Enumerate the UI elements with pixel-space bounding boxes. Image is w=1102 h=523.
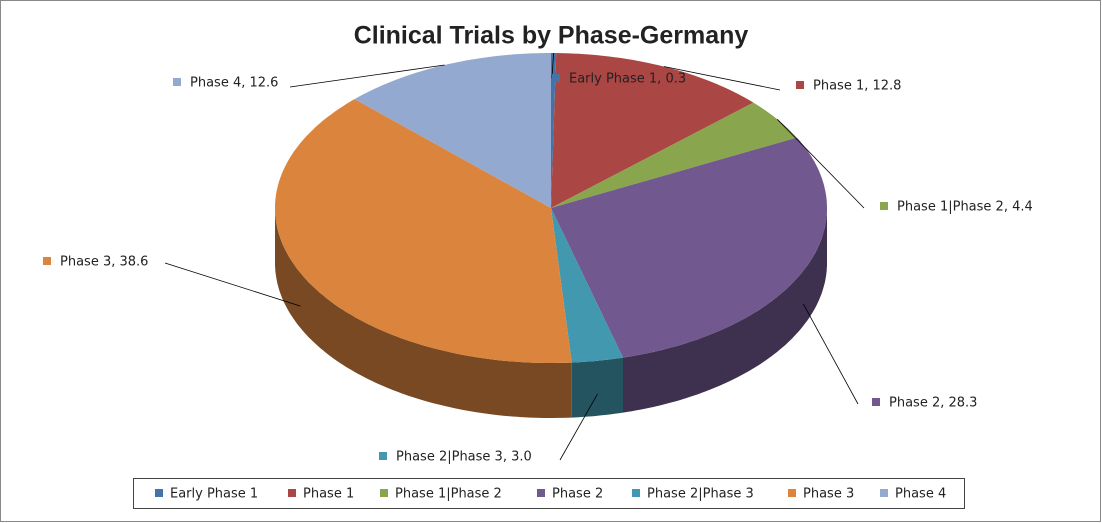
pie-slice xyxy=(354,53,551,208)
legend-label: Phase 2|Phase 3 xyxy=(647,487,754,502)
data-label: Phase 4, 12.6 xyxy=(190,76,278,91)
pie-slice xyxy=(551,53,754,208)
pie-slice xyxy=(551,137,827,358)
legend-swatch xyxy=(380,489,388,497)
data-label: Phase 1|Phase 2, 4.4 xyxy=(897,200,1033,215)
data-label: Phase 3, 38.6 xyxy=(60,255,148,270)
leader-line xyxy=(802,303,859,405)
legend-label: Phase 1|Phase 2 xyxy=(395,487,502,502)
label-swatch xyxy=(872,398,880,406)
legend-swatch xyxy=(880,489,888,497)
leader-line xyxy=(663,66,781,91)
slice-side xyxy=(623,208,827,413)
legend-label: Phase 4 xyxy=(895,487,946,502)
label-swatch xyxy=(880,202,888,210)
leader-line xyxy=(289,64,445,88)
data-label: Phase 1, 12.8 xyxy=(813,79,901,94)
slice-side xyxy=(275,208,572,418)
label-swatch xyxy=(796,81,804,89)
legend-label: Phase 3 xyxy=(803,487,854,502)
pie-slice xyxy=(551,102,797,208)
pie-slice xyxy=(551,208,623,363)
pie-slice xyxy=(551,53,557,208)
label-swatch xyxy=(379,452,387,460)
data-label: Phase 2, 28.3 xyxy=(889,396,977,411)
legend-swatch xyxy=(632,489,640,497)
leader-line xyxy=(551,52,554,79)
legend-box xyxy=(133,478,965,509)
legend-swatch xyxy=(788,489,796,497)
leader-line xyxy=(559,393,598,461)
data-label: Early Phase 1, 0.3 xyxy=(569,72,686,87)
legend-label: Phase 1 xyxy=(303,487,354,502)
data-label: Phase 2|Phase 3, 3.0 xyxy=(396,450,532,465)
label-swatch xyxy=(173,78,181,86)
label-swatch xyxy=(552,74,560,82)
label-swatch xyxy=(43,257,51,265)
legend-swatch xyxy=(288,489,296,497)
chart-title: Clinical Trials by Phase-Germany xyxy=(354,22,749,50)
pie-slice xyxy=(275,99,572,363)
leader-line xyxy=(777,119,865,209)
legend-label: Early Phase 1 xyxy=(170,487,258,502)
legend-swatch xyxy=(155,489,163,497)
legend-swatch xyxy=(537,489,545,497)
slice-side xyxy=(571,357,623,418)
legend-label: Phase 2 xyxy=(552,487,603,502)
leader-line xyxy=(164,262,301,307)
